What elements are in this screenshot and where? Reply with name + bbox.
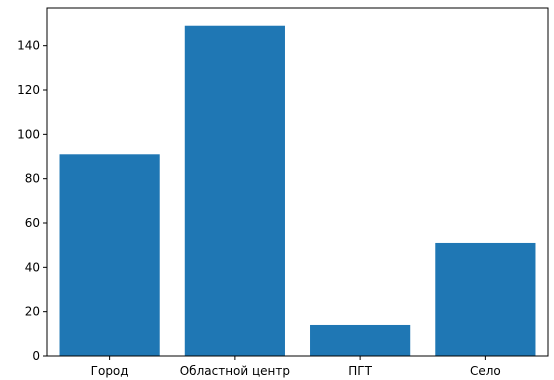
plot-frame	[46, 7, 549, 357]
y-tick-label-7: 140	[17, 39, 40, 53]
y-tick-label-6: 120	[17, 83, 40, 97]
y-tick-label-5: 100	[17, 127, 40, 141]
x-tick-label-2: ПГТ	[348, 364, 372, 378]
bar-2	[310, 324, 411, 356]
y-tick-label-3: 60	[25, 216, 40, 230]
y-axis-ticks: 0 20 40 60 80 100 120 140	[17, 39, 47, 363]
x-tick-label-3: Село	[470, 364, 501, 378]
bar-0	[59, 154, 160, 356]
y-tick-label-2: 40	[25, 260, 40, 274]
y-tick-label-4: 80	[25, 172, 40, 186]
bars-group	[59, 25, 536, 357]
x-tick-label-1: Областной центр	[180, 364, 290, 378]
y-tick-label-0: 0	[32, 349, 40, 363]
bar-1	[184, 25, 285, 357]
y-tick-label-1: 20	[25, 305, 40, 319]
x-axis-ticks: Город Областной центр ПГТ Село	[91, 356, 501, 378]
bar-3	[435, 242, 536, 356]
x-tick-label-0: Город	[91, 364, 129, 378]
